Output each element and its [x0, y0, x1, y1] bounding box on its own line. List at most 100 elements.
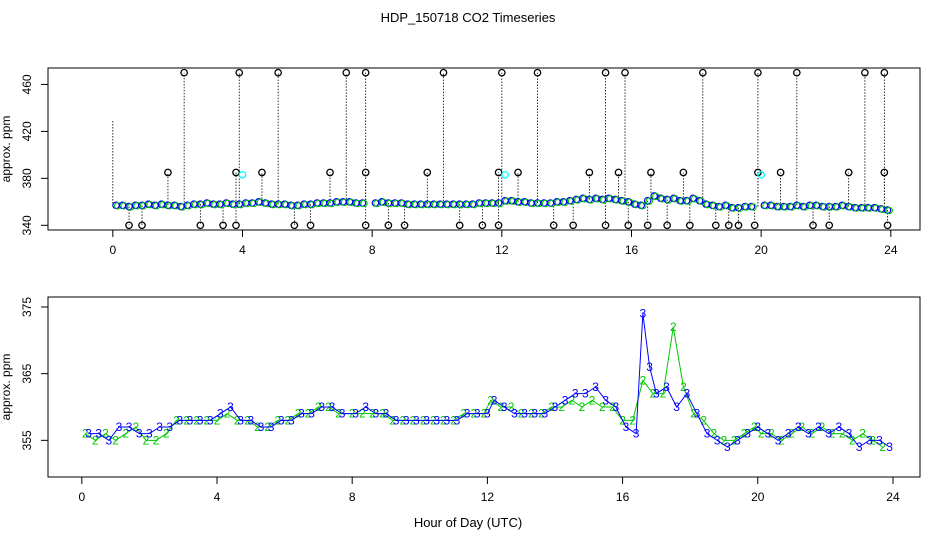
- series-marker: 3: [126, 420, 133, 434]
- series-marker: 3: [136, 427, 143, 441]
- series-marker: 2: [829, 427, 836, 441]
- outlier-point: [711, 221, 720, 230]
- series-marker: 3: [454, 413, 461, 427]
- series-marker: 3: [318, 400, 325, 414]
- series-marker: 2: [112, 433, 119, 447]
- outlier-point: [497, 68, 506, 77]
- series-marker: 3: [484, 407, 491, 421]
- outlier-point: [400, 221, 409, 230]
- data-point-alt: [749, 203, 757, 211]
- series-marker: 3: [156, 420, 163, 434]
- series-marker: 3: [511, 407, 518, 421]
- y-tick-label: 340: [20, 215, 34, 235]
- series-marker: 2: [143, 433, 150, 447]
- series-marker: 3: [362, 400, 369, 414]
- outlier-point: [647, 168, 655, 177]
- series-marker: 3: [237, 413, 244, 427]
- flagged-point: [238, 170, 247, 179]
- outlier-point: [750, 221, 759, 230]
- series-marker: 2: [460, 407, 467, 421]
- outlier-point: [601, 68, 610, 77]
- series-marker: 3: [724, 440, 731, 454]
- series-marker: 3: [602, 393, 609, 407]
- series-marker: 2: [859, 427, 866, 441]
- outlier-point: [776, 168, 785, 177]
- y-tick-label: 365: [20, 363, 34, 383]
- outlier-point: [326, 168, 334, 177]
- x-tick-label: 0: [78, 490, 85, 504]
- y-axis-label: approx. ppm: [0, 116, 13, 183]
- outlier-point: [883, 221, 892, 230]
- series-marker: 3: [876, 433, 883, 447]
- data-point-alt: [671, 195, 679, 203]
- series-marker: 3: [383, 407, 390, 421]
- outlier-point: [219, 221, 227, 230]
- series-marker: 3: [754, 420, 761, 434]
- y-tick-label: 380: [20, 168, 34, 188]
- outlier-point: [274, 68, 283, 77]
- x-tick-label: 24: [884, 243, 898, 257]
- outlier-point: [734, 221, 743, 230]
- x-axis-label: Hour of Day (UTC): [414, 515, 522, 530]
- series-marker: 3: [352, 407, 359, 421]
- series-marker: 3: [795, 420, 802, 434]
- series-marker: 2: [609, 400, 616, 414]
- series-marker: 3: [640, 307, 647, 321]
- outlier-point: [138, 221, 146, 230]
- series-marker: 3: [612, 400, 619, 414]
- outlier-point: [232, 221, 240, 230]
- series-marker: 3: [339, 407, 346, 421]
- outlier-point: [342, 68, 351, 77]
- plot-frame: [47, 67, 921, 231]
- series-marker: 3: [714, 433, 721, 447]
- outlier-point: [232, 168, 240, 177]
- series-marker: 3: [329, 400, 336, 414]
- x-tick-label: 0: [109, 243, 116, 257]
- series-marker: 3: [373, 407, 380, 421]
- series-marker: 3: [552, 400, 559, 414]
- series-marker: 3: [815, 420, 822, 434]
- series-marker: 2: [558, 400, 565, 414]
- series-marker: 2: [690, 407, 697, 421]
- series-marker: 2: [224, 407, 231, 421]
- series-marker: 3: [501, 400, 508, 414]
- x-tick-label: 12: [495, 243, 509, 257]
- outlier-point: [361, 68, 370, 77]
- data-point-alt: [885, 206, 893, 215]
- outlier-point: [585, 168, 594, 177]
- data-point-alt: [645, 197, 654, 205]
- series-marker: 2: [629, 413, 636, 427]
- series-marker: 3: [433, 413, 440, 427]
- outlier-point: [614, 168, 623, 177]
- series-marker: 3: [197, 413, 204, 427]
- plot-frame: [47, 296, 921, 478]
- series-line: [84, 326, 884, 448]
- series-marker: 3: [663, 380, 670, 394]
- series-marker: 3: [775, 433, 782, 447]
- x-tick-label: 8: [369, 243, 376, 257]
- series-marker: 2: [839, 427, 846, 441]
- series-marker: 2: [92, 433, 99, 447]
- series-marker: 3: [146, 427, 153, 441]
- series-marker: 3: [268, 420, 275, 434]
- x-tick-label: 4: [214, 490, 221, 504]
- series-marker: 2: [751, 420, 758, 434]
- outlier-point: [880, 168, 889, 177]
- series-marker: 3: [105, 433, 112, 447]
- x-tick-label: 8: [349, 490, 356, 504]
- series-marker: 2: [741, 427, 748, 441]
- series-marker: 3: [646, 360, 653, 374]
- series-marker: 3: [653, 387, 660, 401]
- series-marker: 2: [508, 400, 515, 414]
- outlier-point: [809, 221, 817, 230]
- series-marker: 2: [768, 427, 775, 441]
- series-marker: 3: [474, 407, 481, 421]
- series-marker: 3: [298, 407, 305, 421]
- flagged-point: [501, 170, 509, 179]
- series-marker: 2: [788, 427, 795, 441]
- chart-title: HDP_150718 CO2 Timeseries: [381, 10, 556, 25]
- outlier-point: [754, 68, 762, 77]
